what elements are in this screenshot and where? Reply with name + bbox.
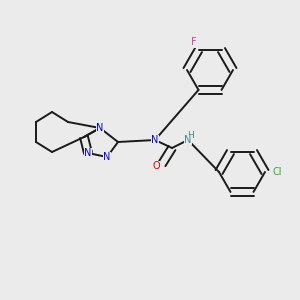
Text: H: H bbox=[187, 130, 194, 140]
Text: N: N bbox=[96, 123, 104, 133]
Text: Cl: Cl bbox=[272, 167, 282, 177]
Text: N: N bbox=[103, 152, 111, 162]
Text: N: N bbox=[184, 135, 192, 145]
Text: F: F bbox=[191, 37, 197, 47]
Text: N: N bbox=[151, 135, 159, 145]
Text: N: N bbox=[84, 148, 92, 158]
Text: O: O bbox=[152, 161, 160, 171]
